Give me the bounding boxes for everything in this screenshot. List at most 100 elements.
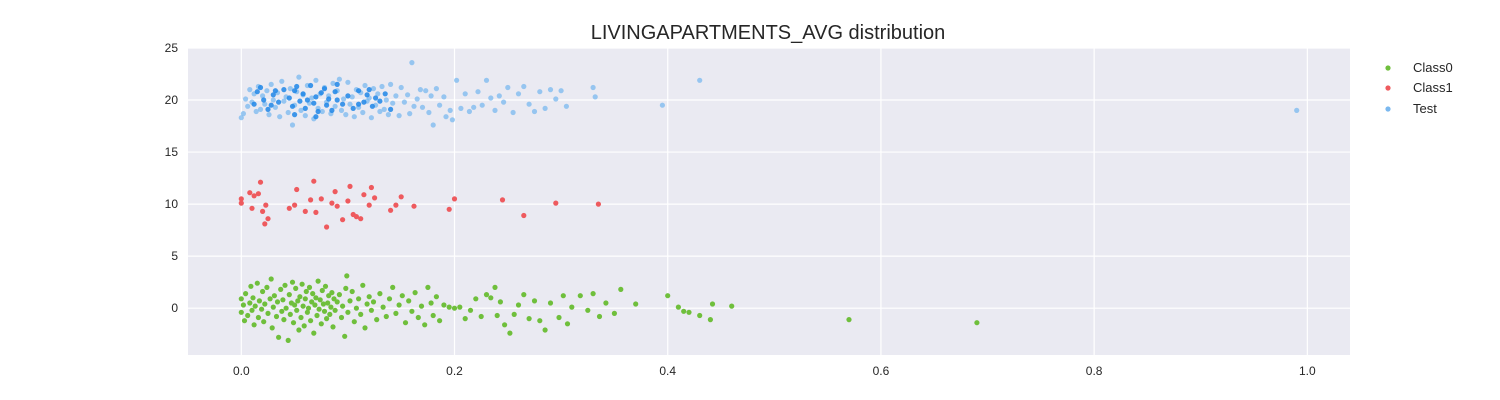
data-point-class1 xyxy=(340,217,346,223)
data-point-test xyxy=(313,94,319,100)
data-point-class1 xyxy=(553,200,559,206)
data-point-class1 xyxy=(347,183,353,189)
data-point-test xyxy=(563,103,570,109)
data-point-class0 xyxy=(241,318,248,324)
data-point-test xyxy=(505,84,511,91)
data-point-test xyxy=(393,93,399,99)
data-point-class0 xyxy=(399,293,405,299)
data-point-class1 xyxy=(595,201,602,207)
data-point-class0 xyxy=(412,290,418,296)
data-point-class0 xyxy=(249,307,255,313)
data-point-class0 xyxy=(437,318,443,324)
data-point-class0 xyxy=(349,288,355,295)
data-point-class0 xyxy=(295,298,301,304)
data-point-test xyxy=(441,94,447,100)
data-point-class1 xyxy=(332,189,338,195)
data-point-class0 xyxy=(293,285,299,291)
data-point-test xyxy=(356,101,362,107)
data-point-test xyxy=(268,102,274,108)
data-point-class0 xyxy=(531,298,538,304)
data-point-test xyxy=(364,92,370,98)
data-point-class0 xyxy=(267,296,273,302)
data-point-test xyxy=(302,113,308,119)
data-point-test xyxy=(351,114,357,120)
data-point-class0 xyxy=(360,282,366,288)
data-point-test xyxy=(659,102,666,108)
y-tick-label: 20 xyxy=(165,93,179,107)
data-point-class0 xyxy=(326,293,332,299)
data-point-class0 xyxy=(240,302,246,308)
data-point-test xyxy=(336,76,342,82)
data-point-class1 xyxy=(372,195,378,201)
data-point-class0 xyxy=(309,299,315,305)
data-point-test xyxy=(361,99,367,105)
data-point-class0 xyxy=(287,311,293,317)
data-point-class0 xyxy=(290,320,297,326)
data-point-test xyxy=(382,91,388,97)
data-point-class1 xyxy=(358,216,364,222)
data-point-test xyxy=(381,106,387,112)
data-point-class0 xyxy=(402,320,409,326)
data-point-class1 xyxy=(411,203,417,209)
data-point-class0 xyxy=(269,325,275,331)
data-point-test xyxy=(292,88,298,94)
data-point-class0 xyxy=(537,318,543,324)
data-point-test xyxy=(369,103,375,109)
data-point-test xyxy=(401,99,407,105)
data-point-class0 xyxy=(294,307,300,313)
data-point-test xyxy=(454,77,460,83)
data-point-class0 xyxy=(356,296,362,302)
data-point-class0 xyxy=(289,279,296,285)
data-point-class0 xyxy=(305,305,312,311)
data-point-test xyxy=(289,122,296,128)
data-point-test xyxy=(253,108,259,115)
data-point-class0 xyxy=(409,308,415,314)
data-point-test xyxy=(388,106,394,112)
data-point-test xyxy=(360,109,366,116)
data-point-class0 xyxy=(338,314,345,321)
data-point-class0 xyxy=(262,301,268,307)
data-point-test xyxy=(370,86,377,92)
x-tick-label: 0.0 xyxy=(233,364,250,378)
data-point-test xyxy=(345,93,351,99)
data-point-class0 xyxy=(314,312,320,319)
data-point-class1 xyxy=(257,179,264,185)
data-point-class0 xyxy=(328,304,334,310)
data-point-test xyxy=(326,96,332,102)
data-point-test xyxy=(515,91,522,97)
data-point-class0 xyxy=(697,312,703,319)
legend-marker-class1 xyxy=(1385,85,1391,91)
data-point-test xyxy=(383,97,389,103)
data-point-class0 xyxy=(675,304,682,310)
data-point-test xyxy=(287,86,293,92)
data-point-test xyxy=(437,102,443,108)
legend-marker-test xyxy=(1385,106,1391,112)
data-point-class0 xyxy=(285,337,291,343)
data-point-test xyxy=(332,103,338,109)
y-tick-label: 15 xyxy=(165,145,179,159)
data-point-test xyxy=(1294,107,1300,113)
data-point-class0 xyxy=(312,302,318,308)
data-point-class0 xyxy=(665,293,671,299)
data-point-test xyxy=(308,82,314,89)
data-point-test xyxy=(240,111,246,117)
data-point-class0 xyxy=(345,309,351,315)
data-point-class1 xyxy=(265,216,271,222)
data-point-test xyxy=(297,98,303,104)
y-tick-label: 10 xyxy=(165,197,179,211)
data-point-class0 xyxy=(457,304,463,310)
y-tick-label: 5 xyxy=(171,249,178,263)
data-point-class0 xyxy=(321,308,328,314)
data-point-test xyxy=(379,83,385,90)
data-point-class1 xyxy=(345,198,351,204)
data-point-class0 xyxy=(298,314,304,321)
data-point-test xyxy=(405,92,411,98)
data-point-test xyxy=(329,107,335,113)
data-point-class1 xyxy=(318,196,324,202)
data-point-test xyxy=(324,102,330,108)
legend-label-class1: Class1 xyxy=(1413,80,1453,95)
data-points xyxy=(238,60,1300,343)
data-point-test xyxy=(268,81,274,87)
data-point-class0 xyxy=(494,312,500,319)
data-point-class1 xyxy=(238,196,244,202)
